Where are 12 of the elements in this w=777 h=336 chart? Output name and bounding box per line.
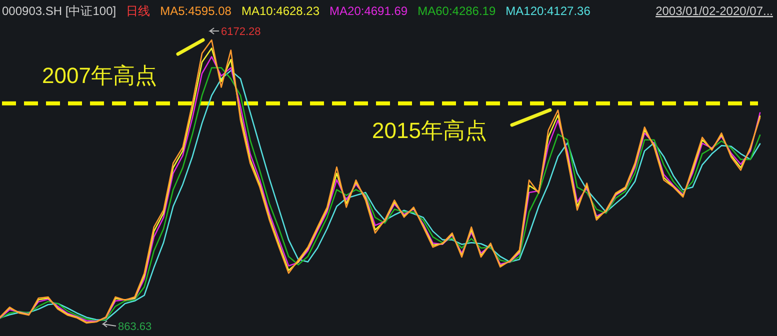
text: MA60:4286.19 (418, 4, 496, 18)
chart-title: 000903.SH [中证100] (2, 4, 116, 18)
text: MA20:4691.69 (330, 4, 408, 18)
text: MA5:4595.08 (160, 4, 232, 18)
text: MA10:4628.23 (241, 4, 320, 18)
annotation: 2015年高点 (372, 118, 487, 143)
annotation: 2007年高点 (42, 63, 157, 88)
text: 6172.28 (221, 26, 261, 38)
text: 2003/01/02-2020/07... (656, 4, 773, 18)
chart-subtitle: 日线 (126, 4, 150, 18)
annotation: 863.63 (118, 321, 152, 333)
text: MA120:4127.36 (506, 4, 591, 18)
